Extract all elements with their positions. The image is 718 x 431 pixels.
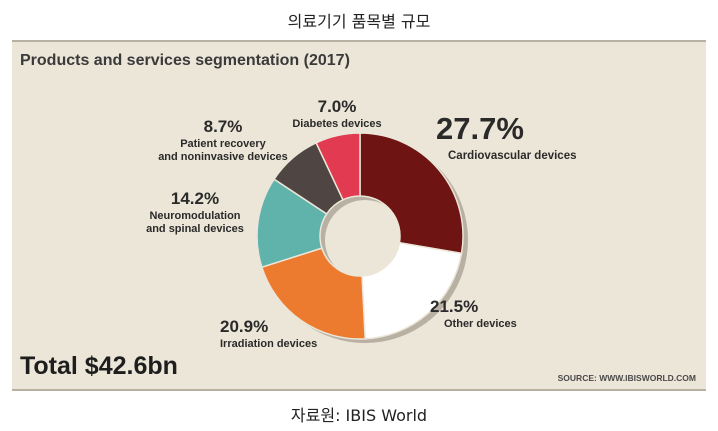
chart-panel: Products and services segmentation (2017… [12, 40, 706, 391]
category-label-other-devices: Other devices [444, 318, 517, 330]
category-label-neuromodulation-and-spinal-devices: and spinal devices [146, 223, 244, 235]
caption: 자료원: IBIS World [290, 406, 428, 425]
value-label-other-devices: 21.5% [430, 297, 478, 316]
donut-chart: 27.7% Cardiovascular devices 21.5% Other de… [146, 97, 577, 350]
category-label-patient-recovery-and-noninvasive-devices: Patient recovery [180, 138, 266, 150]
slice-other-devices [361, 241, 463, 340]
value-label-irradiation-devices: 20.9% [220, 317, 268, 336]
category-label-diabetes-devices: Diabetes devices [292, 118, 381, 130]
value-label-patient-recovery-and-noninvasive-devices: 8.7% [204, 117, 243, 136]
category-label-cardiovascular-devices: Cardiovascular devices [448, 150, 577, 162]
source-label: SOURCE: WWW.IBISWORLD.COM [557, 373, 696, 383]
page-heading: 의료기기 품목별 규모 [287, 12, 431, 31]
value-label-cardiovascular-devices: 27.7% [436, 111, 524, 146]
slice-irradiation-devices [260, 247, 366, 340]
value-label-diabetes-devices: 7.0% [318, 97, 357, 116]
slice-diabetes-devices [315, 132, 361, 201]
total-label: Total $42.6bn [20, 352, 178, 380]
value-label-neuromodulation-and-spinal-devices: 14.2% [171, 189, 219, 208]
category-label-patient-recovery-and-noninvasive-devices: and noninvasive devices [158, 151, 288, 163]
slice-cardiovascular-devices [359, 132, 464, 255]
category-label-neuromodulation-and-spinal-devices: Neuromodulation [149, 210, 240, 222]
chart-title: Products and services segmentation (2017… [20, 52, 350, 69]
category-label-irradiation-devices: Irradiation devices [220, 338, 317, 350]
